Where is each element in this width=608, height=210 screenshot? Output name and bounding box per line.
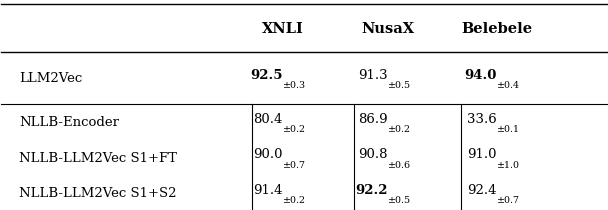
Text: LLM2Vec: LLM2Vec	[19, 72, 82, 85]
Text: 92.2: 92.2	[355, 184, 388, 197]
Text: ±0.4: ±0.4	[497, 81, 520, 90]
Text: ±0.2: ±0.2	[283, 196, 306, 205]
Text: NLLB-LLM2Vec S1+FT: NLLB-LLM2Vec S1+FT	[19, 152, 177, 165]
Text: 80.4: 80.4	[254, 113, 283, 126]
Text: ±0.2: ±0.2	[283, 125, 306, 134]
Text: ±0.7: ±0.7	[283, 161, 306, 170]
Text: XNLI: XNLI	[262, 22, 303, 36]
Text: NusaX: NusaX	[361, 22, 414, 36]
Text: 90.0: 90.0	[254, 148, 283, 161]
Text: 33.6: 33.6	[467, 113, 497, 126]
Text: ±0.5: ±0.5	[388, 196, 411, 205]
Text: 92.5: 92.5	[250, 69, 283, 82]
Text: NLLB-LLM2Vec S1+S2: NLLB-LLM2Vec S1+S2	[19, 187, 176, 200]
Text: ±0.7: ±0.7	[497, 196, 520, 205]
Text: ±0.6: ±0.6	[388, 161, 411, 170]
Text: 86.9: 86.9	[358, 113, 388, 126]
Text: ±0.5: ±0.5	[388, 81, 411, 90]
Text: ±0.1: ±0.1	[497, 125, 520, 134]
Text: NLLB-Encoder: NLLB-Encoder	[19, 116, 119, 129]
Text: 91.0: 91.0	[468, 148, 497, 161]
Text: 94.0: 94.0	[465, 69, 497, 82]
Text: ±0.3: ±0.3	[283, 81, 306, 90]
Text: 92.4: 92.4	[468, 184, 497, 197]
Text: Belebele: Belebele	[461, 22, 533, 36]
Text: ±1.0: ±1.0	[497, 161, 520, 170]
Text: 90.8: 90.8	[358, 148, 388, 161]
Text: ±0.2: ±0.2	[388, 125, 411, 134]
Text: 91.4: 91.4	[254, 184, 283, 197]
Text: 91.3: 91.3	[358, 69, 388, 82]
